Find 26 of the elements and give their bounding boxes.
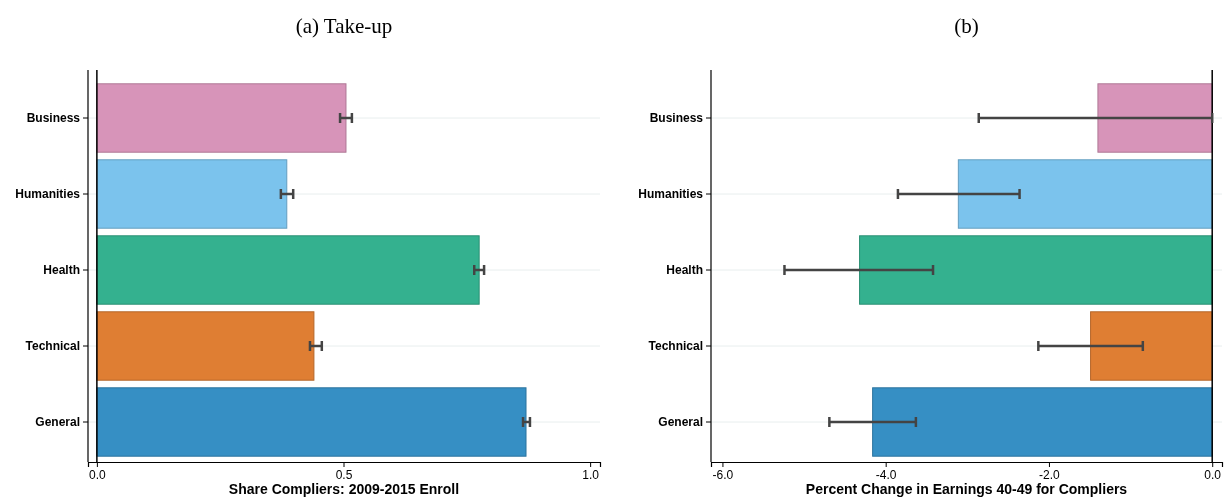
bar [96, 235, 480, 305]
y-tick-label: Humanities [638, 186, 704, 201]
x-tick-label: 0.5 [335, 467, 353, 482]
y-tick-label: Technical [25, 338, 80, 353]
y-tick-label: Business [26, 110, 81, 125]
chart-title: (a) Take-up [295, 14, 393, 38]
x-axis-title: Share Compliers: 2009-2015 Enroll [228, 481, 460, 497]
x-tick-label: 0.0 [89, 467, 107, 482]
x-tick-label: -2.0 [1039, 467, 1061, 482]
bar [96, 83, 347, 153]
x-tick-label: 1.0 [582, 467, 600, 482]
y-tick-label: Technical [648, 338, 703, 353]
chart-title: (b) [954, 14, 979, 38]
x-tick-label: 0.0 [1204, 467, 1222, 482]
y-tick-label: General [658, 414, 703, 429]
bar [96, 387, 527, 457]
y-tick-label: Health [43, 262, 80, 277]
bar [96, 311, 315, 381]
x-axis-title: Percent Change in Earnings 40-49 for Compliers [805, 481, 1128, 497]
y-tick-label: Business [649, 110, 704, 125]
y-tick-label: Humanities [15, 186, 81, 201]
y-tick-label: Health [666, 262, 703, 277]
x-tick-label: -6.0 [712, 467, 734, 482]
bar [96, 159, 288, 229]
x-tick-label: -4.0 [875, 467, 897, 482]
y-tick-label: General [35, 414, 80, 429]
